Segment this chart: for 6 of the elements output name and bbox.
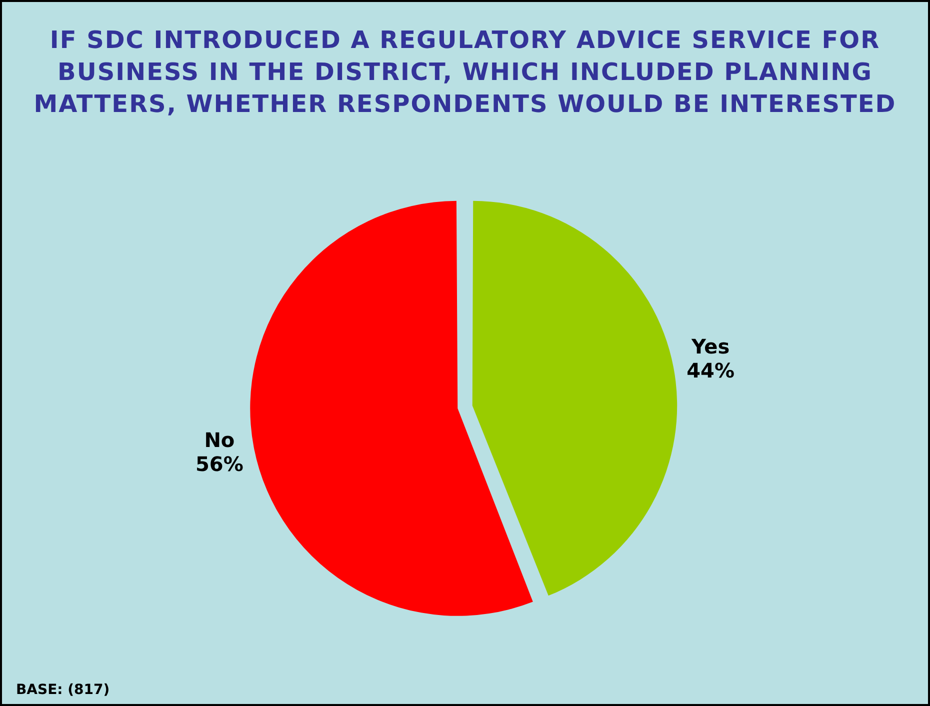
slice-label: Yes [690,334,730,358]
data-label: 56% [195,452,244,476]
text: BASE: (817) [16,682,110,698]
data-label: 44% [686,358,735,382]
chart-title: IF SDC INTRODUCED A REGULATORY ADVICE SERVICE FOR BUSINESS IN THE DISTRICT, WHICH INCLUDED PLANNING MATTERS, WHETHER RESPONDENTS WOULD BE INTERESTED [32,25,898,120]
slice-label: No [204,428,235,452]
